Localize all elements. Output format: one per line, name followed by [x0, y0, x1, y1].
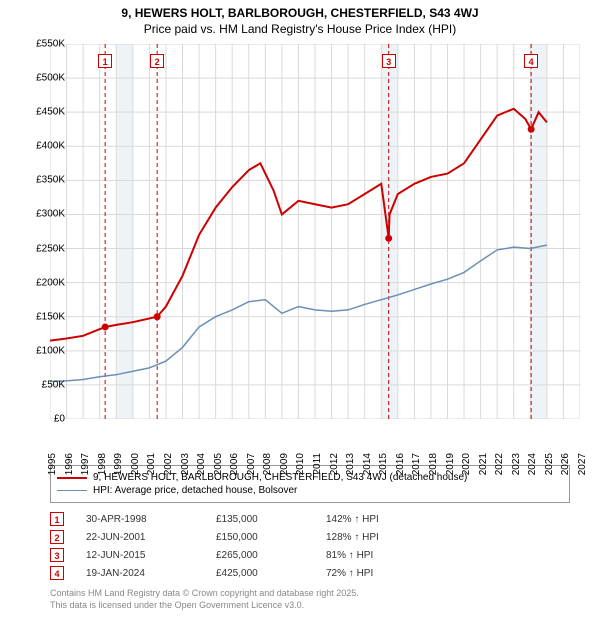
- x-tick-label: 1999: [113, 453, 124, 475]
- x-tick-label: 2016: [395, 453, 406, 475]
- x-tick-label: 2021: [478, 453, 489, 475]
- x-tick-label: 2004: [196, 453, 207, 475]
- sale-price: £150,000: [216, 532, 326, 543]
- event-marker-2: 2: [150, 54, 164, 68]
- y-tick-label: £550K: [17, 39, 65, 50]
- x-tick-label: 2026: [560, 453, 571, 475]
- y-tick-label: £200K: [17, 277, 65, 288]
- x-tick-label: 2023: [511, 453, 522, 475]
- sale-price: £135,000: [216, 514, 326, 525]
- legend: 9, HEWERS HOLT, BARLBOROUGH, CHESTERFIEL…: [50, 465, 570, 503]
- y-tick-label: £0: [17, 414, 65, 425]
- y-tick-label: £450K: [17, 107, 65, 118]
- x-tick-label: 1998: [97, 453, 108, 475]
- legend-swatch-hpi: [57, 490, 87, 491]
- footer-line1: Contains HM Land Registry data © Crown c…: [50, 588, 359, 600]
- y-tick-label: £50K: [17, 379, 65, 390]
- sale-row: 3 12-JUN-2015£265,00081% ↑ HPI: [50, 546, 446, 564]
- title-address: 9, HEWERS HOLT, BARLBOROUGH, CHESTERFIEL…: [0, 6, 600, 20]
- y-tick-label: £500K: [17, 73, 65, 84]
- sale-hpi-delta: 81% ↑ HPI: [326, 550, 446, 561]
- sale-date: 19-JAN-2024: [86, 568, 216, 579]
- sale-hpi-delta: 128% ↑ HPI: [326, 532, 446, 543]
- x-tick-label: 2011: [312, 453, 323, 475]
- x-tick-label: 2027: [577, 453, 588, 475]
- y-tick-label: £250K: [17, 243, 65, 254]
- x-tick-label: 1996: [64, 453, 75, 475]
- x-tick-label: 2013: [345, 453, 356, 475]
- line-chart-svg: [50, 44, 580, 419]
- x-tick-label: 2006: [229, 453, 240, 475]
- x-tick-label: 2012: [329, 453, 340, 475]
- footer-line2: This data is licensed under the Open Gov…: [50, 600, 359, 612]
- sale-hpi-delta: 142% ↑ HPI: [326, 514, 446, 525]
- x-tick-label: 2010: [295, 453, 306, 475]
- sale-hpi-delta: 72% ↑ HPI: [326, 568, 446, 579]
- chart-area: [50, 44, 580, 419]
- sale-date: 12-JUN-2015: [86, 550, 216, 561]
- y-tick-label: £150K: [17, 311, 65, 322]
- x-tick-label: 2017: [411, 453, 422, 475]
- y-tick-label: £100K: [17, 345, 65, 356]
- chart-container: 9, HEWERS HOLT, BARLBOROUGH, CHESTERFIEL…: [0, 0, 600, 620]
- x-tick-label: 1995: [47, 453, 58, 475]
- x-tick-label: 2005: [213, 453, 224, 475]
- sale-marker-icon: 4: [50, 566, 64, 580]
- sale-date: 30-APR-1998: [86, 514, 216, 525]
- x-tick-label: 2020: [461, 453, 472, 475]
- legend-label-hpi: HPI: Average price, detached house, Bols…: [93, 485, 297, 496]
- x-tick-label: 2001: [146, 453, 157, 475]
- y-tick-label: £350K: [17, 175, 65, 186]
- y-tick-label: £300K: [17, 209, 65, 220]
- sale-marker-icon: 3: [50, 548, 64, 562]
- legend-item-hpi: HPI: Average price, detached house, Bols…: [57, 485, 563, 496]
- sale-date: 22-JUN-2001: [86, 532, 216, 543]
- sales-table: 1 30-APR-1998£135,000142% ↑ HPI 2 22-JUN-20…: [50, 510, 446, 582]
- event-marker-3: 3: [382, 54, 396, 68]
- x-tick-label: 2019: [445, 453, 456, 475]
- sale-row: 1 30-APR-1998£135,000142% ↑ HPI: [50, 510, 446, 528]
- sale-marker-icon: 2: [50, 530, 64, 544]
- x-tick-label: 2000: [130, 453, 141, 475]
- x-tick-label: 2025: [544, 453, 555, 475]
- sale-marker-icon: 1: [50, 512, 64, 526]
- x-tick-label: 2018: [428, 453, 439, 475]
- title-block: 9, HEWERS HOLT, BARLBOROUGH, CHESTERFIEL…: [0, 0, 600, 36]
- x-tick-label: 2002: [163, 453, 174, 475]
- y-tick-label: £400K: [17, 141, 65, 152]
- sale-row: 2 22-JUN-2001£150,000128% ↑ HPI: [50, 528, 446, 546]
- x-tick-label: 2024: [527, 453, 538, 475]
- sale-row: 4 19-JAN-2024£425,00072% ↑ HPI: [50, 564, 446, 582]
- x-tick-label: 1997: [80, 453, 91, 475]
- sale-price: £265,000: [216, 550, 326, 561]
- x-tick-label: 2009: [279, 453, 290, 475]
- x-tick-label: 2014: [362, 453, 373, 475]
- event-marker-1: 1: [98, 54, 112, 68]
- event-marker-4: 4: [524, 54, 538, 68]
- x-tick-label: 2007: [246, 453, 257, 475]
- title-subtitle: Price paid vs. HM Land Registry's House …: [0, 22, 600, 36]
- x-tick-label: 2015: [378, 453, 389, 475]
- sale-price: £425,000: [216, 568, 326, 579]
- x-tick-label: 2003: [180, 453, 191, 475]
- x-tick-label: 2022: [494, 453, 505, 475]
- x-tick-label: 2008: [262, 453, 273, 475]
- attribution-footer: Contains HM Land Registry data © Crown c…: [50, 588, 359, 611]
- legend-swatch-property: [57, 477, 87, 479]
